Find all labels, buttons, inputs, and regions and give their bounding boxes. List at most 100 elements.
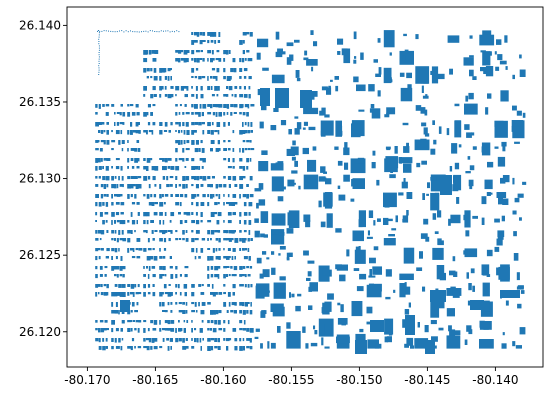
building-footprint [183,328,186,333]
building-footprint [184,292,187,297]
building-footprint [480,67,486,72]
building-footprint [308,126,316,131]
building-footprint [463,57,474,66]
building-footprint [367,339,379,349]
building-footprint [437,210,442,218]
building-footprint [519,327,526,335]
building-footprint [271,74,285,84]
building-footprint [516,272,520,281]
building-footprint [249,310,253,315]
building-footprint [178,140,181,145]
building-footprint [218,184,223,188]
building-footprint [130,184,134,189]
building-footprint [116,292,121,296]
building-footprint [373,220,376,226]
building-footprint [114,248,118,253]
building-footprint [182,112,185,115]
building-footprint [311,91,318,97]
building-footprint [291,293,295,298]
building-footprint [175,184,177,188]
building-footprint [255,328,260,332]
building-footprint [100,184,104,188]
building-footprint [320,166,326,173]
building-footprint [216,122,221,127]
building-footprint [385,269,392,277]
building-footprint [328,85,331,90]
building-footprint [154,338,158,342]
building-footprint [135,122,139,127]
building-footprint [178,328,182,332]
building-footprint [150,68,153,72]
building-footprint [239,130,243,135]
building-footprint [359,273,367,280]
building-footprint [207,104,211,107]
building-footprint [116,112,120,114]
building-footprint [136,256,141,259]
building-footprint [164,94,168,97]
building-footprint [223,284,226,287]
building-footprint [98,47,100,49]
building-footprint [202,176,207,181]
building-footprint [170,302,173,305]
building-footprint [132,31,134,33]
building-footprint [98,292,100,295]
building-footprint [356,84,366,92]
building-footprint [191,202,194,206]
building-footprint [210,320,214,324]
building-footprint [307,271,312,277]
building-footprint [291,170,298,174]
building-footprint [169,31,171,33]
building-footprint [111,176,114,181]
building-footprint [505,66,508,70]
building-footprint [275,88,289,108]
building-footprint [494,246,500,252]
building-footprint [122,184,124,188]
building-footprint [148,266,151,271]
building-footprint [200,292,205,295]
building-footprint [217,86,220,91]
building-footprint [352,230,364,242]
building-footprint [210,148,213,152]
building-footprint [249,32,253,37]
building-footprint [353,59,357,64]
building-footprint [184,166,187,168]
building-footprint [239,68,243,72]
building-footprint [100,248,104,251]
building-footprint [175,238,178,241]
building-footprint [296,122,302,130]
building-footprint [168,130,171,133]
building-footprint [143,68,147,73]
building-footprint [386,112,390,116]
building-footprint [341,48,348,56]
building-footprint [351,301,363,317]
building-footprint [303,214,311,222]
building-footprint [158,31,160,33]
building-footprint [214,40,217,44]
building-footprint [105,202,109,207]
building-footprint [175,104,178,107]
building-footprint [239,40,243,45]
building-footprint [111,202,114,206]
building-footprint [295,70,300,78]
building-footprint [420,233,428,239]
building-footprint [223,68,226,73]
building-footprint [143,94,146,97]
building-footprint [214,346,218,349]
building-footprint [175,140,179,144]
building-footprint [232,248,236,252]
building-footprint [165,30,167,32]
building-footprint [163,30,164,32]
building-footprint [98,43,100,45]
building-footprint [313,41,318,47]
building-footprint [184,220,188,223]
building-footprint [201,76,206,79]
building-footprint [294,128,300,135]
building-footprint [504,35,508,43]
building-footprint [517,303,522,309]
building-footprint [242,58,245,63]
building-footprint [343,174,350,182]
building-footprint [246,184,249,187]
building-footprint [514,197,520,203]
building-footprint [294,160,298,167]
building-footprint [200,94,204,99]
